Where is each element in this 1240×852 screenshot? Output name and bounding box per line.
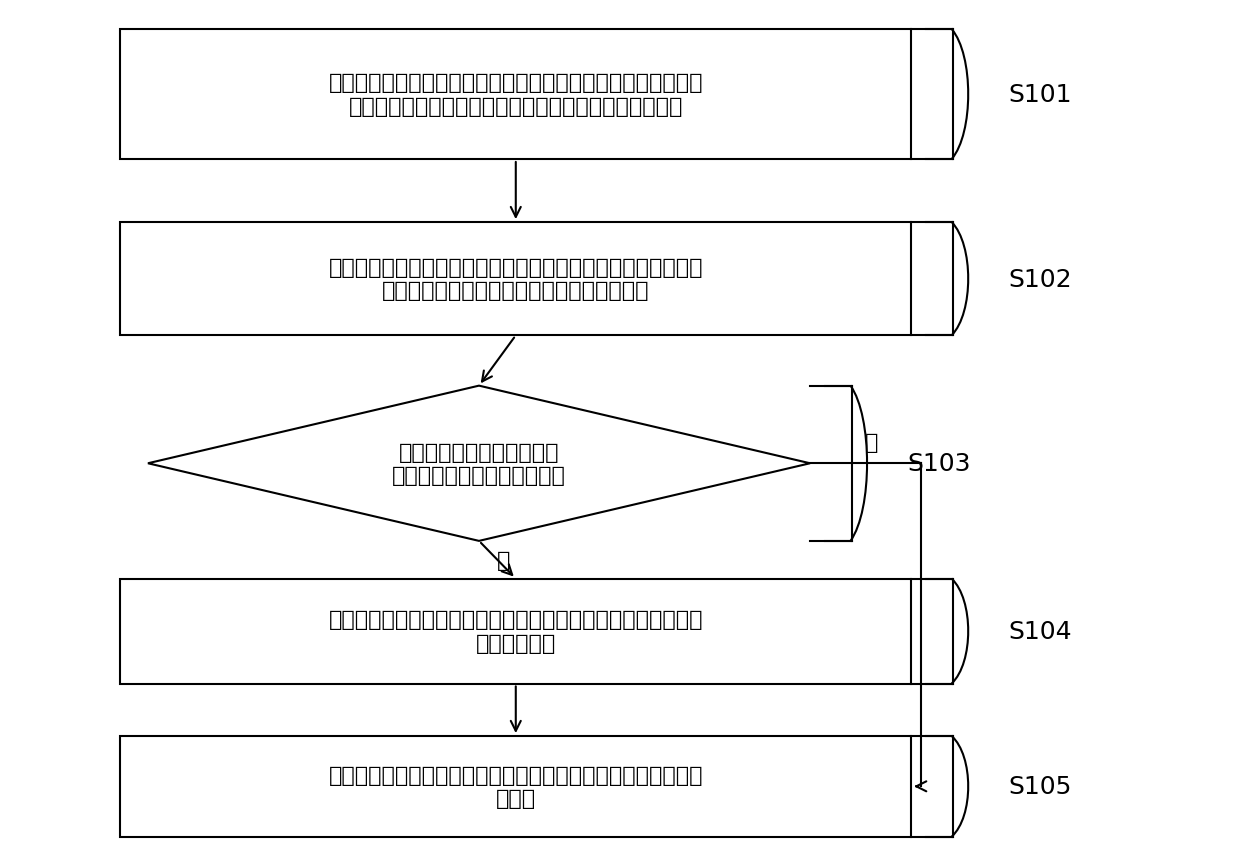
Text: S101: S101 bbox=[1008, 83, 1071, 106]
Text: 获取所述矩形地基的偏心距、所述矩形地基的基础底面的第一长
度、所述矩形地基上的载荷量，以及所述矩形地基的面积: 获取所述矩形地基的偏心距、所述矩形地基的基础底面的第一长 度、所述矩形地基上的载… bbox=[329, 73, 703, 117]
Text: 否: 否 bbox=[864, 433, 878, 452]
Bar bbox=[120, 30, 911, 160]
Bar bbox=[120, 579, 911, 683]
Bar bbox=[120, 222, 911, 336]
Text: 所述偏心距与所述第一长度
的比值是否小于等于第一阈值: 所述偏心距与所述第一长度 的比值是否小于等于第一阈值 bbox=[392, 442, 565, 486]
Text: S104: S104 bbox=[1008, 619, 1071, 643]
Text: 根据所述矩形地基的平均承载力，确定所述矩形地基的承载力满
足承载力要求: 根据所述矩形地基的平均承载力，确定所述矩形地基的承载力满 足承载力要求 bbox=[329, 610, 703, 653]
Text: S105: S105 bbox=[1008, 774, 1071, 798]
Bar bbox=[120, 736, 911, 837]
Text: 根据所述最大承载力，确定所述矩形地基的承载力满足所述承载
力要求: 根据所述最大承载力，确定所述矩形地基的承载力满足所述承载 力要求 bbox=[329, 765, 703, 808]
Text: S103: S103 bbox=[906, 452, 971, 475]
Text: 是: 是 bbox=[497, 550, 510, 570]
Text: S102: S102 bbox=[1008, 268, 1071, 291]
Polygon shape bbox=[148, 386, 810, 541]
Text: 根据所述偏心距、所述第一长度、所述载荷量，以及所述面积，
确定所述矩形地基的最大承载力与最小承载力: 根据所述偏心距、所述第一长度、所述载荷量，以及所述面积， 确定所述矩形地基的最大… bbox=[329, 258, 703, 301]
